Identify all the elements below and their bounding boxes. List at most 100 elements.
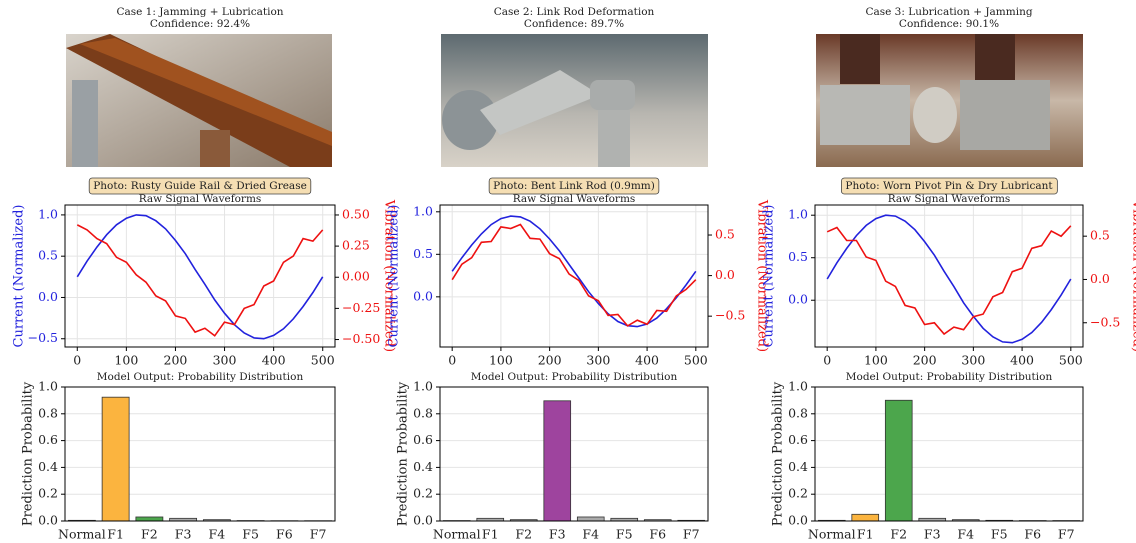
x-tick-label: 400 xyxy=(635,353,659,368)
y2-axis-label: Vibration (Normalized) xyxy=(382,199,397,352)
y-axis-label: Prediction Probability xyxy=(21,381,36,526)
x-tick-label: F1 xyxy=(107,527,124,542)
x-tick-label: F7 xyxy=(683,527,700,542)
y2-tick-label: 0.5 xyxy=(1090,228,1110,243)
y-axis-label: Prediction Probability xyxy=(771,381,786,526)
y-tick-label: 0.2 xyxy=(788,486,808,501)
y-tick-label: 0.8 xyxy=(38,405,58,420)
bar xyxy=(135,516,164,522)
photo xyxy=(816,34,1083,167)
y-tick-label: 0.0 xyxy=(788,513,808,528)
plot-frame xyxy=(814,386,1084,522)
y2-tick-label: −0.5 xyxy=(715,308,745,323)
y2-tick-label: 0.25 xyxy=(342,238,370,253)
photo-caption: Photo: Rusty Guide Rail & Dried Grease xyxy=(93,180,307,192)
bar xyxy=(101,396,130,522)
chart-title: Raw Signal Waveforms xyxy=(139,193,262,205)
series-line xyxy=(76,224,324,337)
photo xyxy=(441,34,708,167)
x-tick-label: 500 xyxy=(1059,353,1083,368)
x-tick-label: F1 xyxy=(482,527,499,542)
x-tick-label: F6 xyxy=(276,527,293,542)
y2-tick-label: −0.5 xyxy=(1090,314,1120,329)
x-tick-label: F5 xyxy=(991,527,1008,542)
y-tick-label: 0.5 xyxy=(413,246,433,261)
x-tick-label: 500 xyxy=(311,353,335,368)
y-tick-label: 1.0 xyxy=(413,379,433,394)
confidence: Confidence: 90.1% xyxy=(899,18,999,30)
plot-frame xyxy=(64,386,336,522)
y2-tick-label: −0.50 xyxy=(342,331,380,346)
x-tick-label: 500 xyxy=(684,353,708,368)
x-tick-label: Normal xyxy=(58,527,106,542)
y-tick-label: 1.0 xyxy=(788,207,808,222)
y2-axis-label: Vibration (Normalized) xyxy=(1130,199,1136,352)
y-tick-label: 0.5 xyxy=(788,249,808,264)
x-tick-label: F2 xyxy=(890,527,907,542)
y2-tick-label: 0.50 xyxy=(342,206,370,221)
series-line xyxy=(451,215,697,328)
confidence: Confidence: 92.4% xyxy=(150,18,250,30)
y-tick-label: 0.8 xyxy=(413,405,433,420)
x-tick-label: F7 xyxy=(310,527,327,542)
y-axis-label: Prediction Probability xyxy=(396,381,411,526)
case-title: Case 1: Jamming + Lubrication xyxy=(116,6,283,18)
caption-box xyxy=(488,177,660,195)
x-tick-label: F4 xyxy=(957,527,974,542)
y-tick-label: 0.0 xyxy=(413,288,433,303)
x-tick-label: F3 xyxy=(549,527,566,542)
caption-box xyxy=(840,177,1058,195)
photo-caption: Photo: Worn Pivot Pin & Dry Lubricant xyxy=(845,180,1053,192)
x-tick-label: F5 xyxy=(616,527,633,542)
y-tick-label: 0.4 xyxy=(38,459,58,474)
x-tick-label: 100 xyxy=(114,353,138,368)
x-tick-label: Normal xyxy=(808,527,856,542)
bar xyxy=(576,516,605,522)
bar xyxy=(884,399,913,522)
x-tick-label: F4 xyxy=(209,527,226,542)
x-tick-label: 200 xyxy=(164,353,188,368)
y-tick-label: 0.6 xyxy=(413,432,433,447)
y-tick-label: 1.0 xyxy=(788,379,808,394)
bar xyxy=(851,513,880,522)
y-tick-label: 0.6 xyxy=(38,432,58,447)
y-tick-label: 0.0 xyxy=(413,513,433,528)
y2-tick-label: 0.00 xyxy=(342,269,370,284)
y-tick-label: 0.2 xyxy=(38,486,58,501)
x-tick-label: F1 xyxy=(857,527,874,542)
caption-box xyxy=(88,177,312,195)
plot-frame xyxy=(814,204,1084,348)
chart-title: Raw Signal Waveforms xyxy=(513,193,636,205)
x-tick-label: F6 xyxy=(649,527,666,542)
y-tick-label: 0.2 xyxy=(413,486,433,501)
x-tick-label: F2 xyxy=(141,527,158,542)
x-tick-label: 300 xyxy=(961,353,985,368)
x-tick-label: F5 xyxy=(242,527,259,542)
x-tick-label: 0 xyxy=(73,353,81,368)
y-tick-label: 0.8 xyxy=(788,405,808,420)
y-tick-label: 1.0 xyxy=(413,203,433,218)
confidence: Confidence: 89.7% xyxy=(524,18,624,30)
x-tick-label: 200 xyxy=(538,353,562,368)
y-tick-label: 0.4 xyxy=(788,459,808,474)
y-tick-label: 0.4 xyxy=(413,459,433,474)
x-tick-label: 100 xyxy=(489,353,513,368)
photo-caption: Photo: Bent Link Rod (0.9mm) xyxy=(493,180,655,192)
chart-title: Model Output: Probability Distribution xyxy=(97,371,304,383)
bar xyxy=(543,400,572,522)
x-tick-label: F3 xyxy=(924,527,941,542)
x-tick-label: 300 xyxy=(586,353,610,368)
x-tick-label: F6 xyxy=(1024,527,1041,542)
y-tick-label: 0.0 xyxy=(38,513,58,528)
y-tick-label: 0.6 xyxy=(788,432,808,447)
y-tick-label: −0.5 xyxy=(28,330,58,345)
x-tick-label: 100 xyxy=(864,353,888,368)
x-tick-label: 400 xyxy=(1010,353,1034,368)
chart-title: Model Output: Probability Distribution xyxy=(846,371,1053,383)
series-line xyxy=(451,223,697,327)
y-axis-label: Current (Normalized) xyxy=(762,205,777,348)
x-tick-label: F7 xyxy=(1058,527,1075,542)
y-axis-label: Current (Normalized) xyxy=(387,205,402,348)
x-tick-label: 300 xyxy=(213,353,237,368)
